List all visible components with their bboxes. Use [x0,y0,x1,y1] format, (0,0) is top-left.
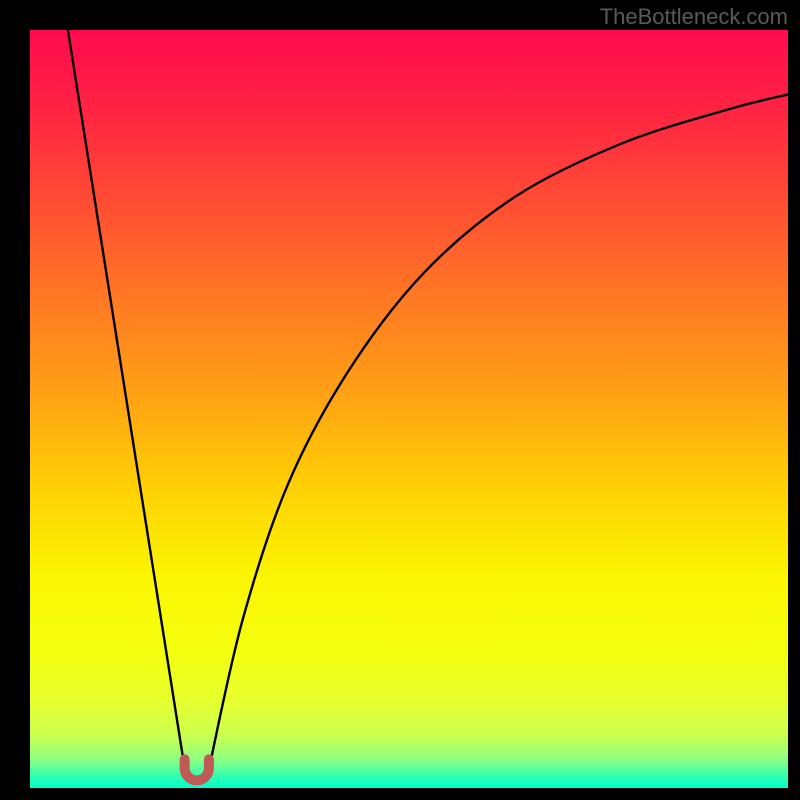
frame-border-right [788,0,800,800]
frame-border-left [0,0,30,800]
gradient-background [30,30,788,788]
bottleneck-chart: TheBottleneck.com [0,0,800,800]
watermark-text: TheBottleneck.com [600,4,788,29]
frame-border-bottom [0,788,800,800]
